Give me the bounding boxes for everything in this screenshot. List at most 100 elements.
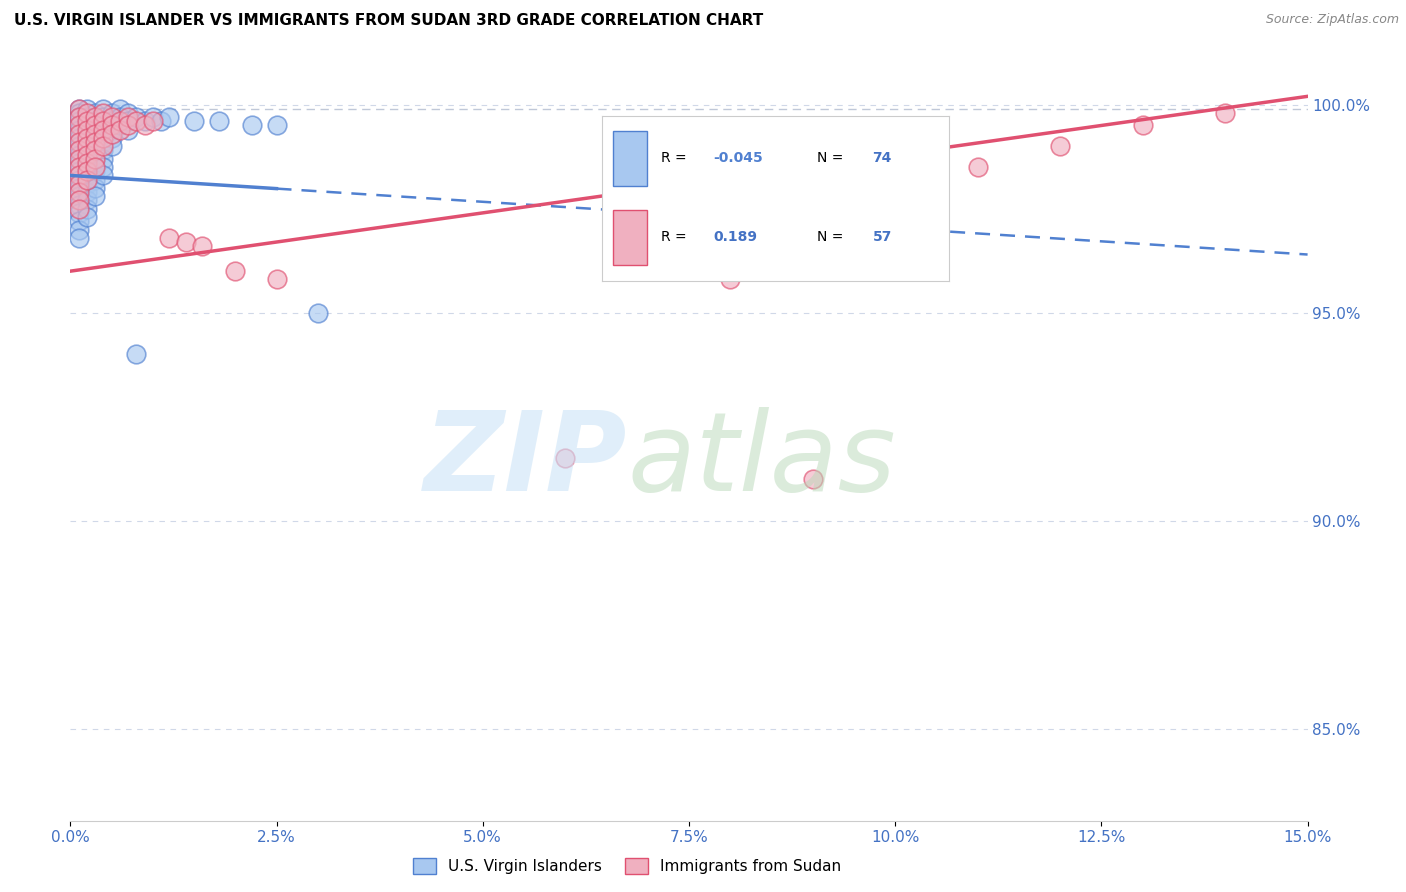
- Point: [76, 119, 98, 133]
- Point: [67, 110, 90, 124]
- Point: [125, 114, 148, 128]
- Point: [84, 122, 107, 136]
- Point: [100, 110, 122, 124]
- Text: ZIP: ZIP: [423, 408, 627, 515]
- Point: [76, 135, 98, 149]
- Point: [142, 110, 165, 124]
- Point: [307, 306, 329, 320]
- Point: [76, 127, 98, 141]
- Point: [76, 169, 98, 183]
- Point: [67, 122, 90, 136]
- Point: [67, 102, 90, 116]
- Point: [150, 114, 173, 128]
- Point: [91, 135, 114, 149]
- Point: [76, 185, 98, 199]
- Point: [84, 119, 107, 133]
- Point: [76, 172, 98, 186]
- Point: [208, 114, 231, 128]
- Point: [76, 156, 98, 170]
- Point: [76, 110, 98, 124]
- Point: [125, 347, 148, 361]
- Point: [67, 164, 90, 178]
- Point: [67, 114, 90, 128]
- Point: [108, 110, 131, 124]
- Point: [191, 239, 214, 253]
- Point: [67, 222, 90, 236]
- Point: [76, 177, 98, 191]
- Point: [76, 144, 98, 158]
- Point: [925, 181, 948, 195]
- Point: [174, 235, 197, 249]
- Point: [67, 177, 90, 191]
- Point: [117, 114, 139, 128]
- Point: [91, 106, 114, 120]
- Point: [67, 197, 90, 211]
- Point: [108, 122, 131, 136]
- Point: [157, 231, 180, 245]
- Point: [100, 114, 122, 128]
- Point: [183, 114, 205, 128]
- Point: [91, 160, 114, 174]
- Point: [91, 122, 114, 136]
- Point: [91, 152, 114, 166]
- Point: [117, 122, 139, 136]
- Point: [76, 102, 98, 116]
- Point: [67, 127, 90, 141]
- Point: [67, 131, 90, 145]
- Text: Source: ZipAtlas.com: Source: ZipAtlas.com: [1265, 13, 1399, 27]
- Point: [100, 131, 122, 145]
- Point: [76, 194, 98, 208]
- Point: [67, 172, 90, 186]
- Point: [67, 110, 90, 124]
- Point: [76, 202, 98, 216]
- Point: [84, 181, 107, 195]
- Point: [76, 122, 98, 136]
- Point: [224, 264, 246, 278]
- Point: [67, 206, 90, 220]
- Point: [125, 110, 148, 124]
- Point: [134, 114, 156, 128]
- Point: [67, 135, 90, 149]
- Point: [76, 152, 98, 166]
- Point: [84, 156, 107, 170]
- Point: [142, 114, 165, 128]
- Point: [117, 110, 139, 124]
- Point: [67, 156, 90, 170]
- Point: [67, 214, 90, 228]
- Point: [108, 114, 131, 128]
- Point: [100, 127, 122, 141]
- Point: [67, 231, 90, 245]
- Point: [134, 119, 156, 133]
- Point: [76, 160, 98, 174]
- Point: [67, 181, 90, 195]
- Point: [76, 131, 98, 145]
- Point: [67, 119, 90, 133]
- Point: [157, 110, 180, 124]
- Point: [91, 144, 114, 158]
- Point: [1213, 106, 1236, 120]
- Point: [108, 102, 131, 116]
- Point: [67, 169, 90, 183]
- Point: [100, 119, 122, 133]
- Point: [76, 210, 98, 224]
- Text: atlas: atlas: [627, 408, 896, 515]
- Point: [91, 102, 114, 116]
- Point: [100, 122, 122, 136]
- Point: [67, 160, 90, 174]
- Point: [67, 102, 90, 116]
- Point: [84, 164, 107, 178]
- Point: [1049, 139, 1071, 153]
- Point: [718, 272, 741, 286]
- Point: [67, 139, 90, 153]
- Point: [84, 189, 107, 203]
- Point: [84, 139, 107, 153]
- Point: [84, 131, 107, 145]
- Point: [100, 106, 122, 120]
- Point: [117, 106, 139, 120]
- Point: [67, 147, 90, 161]
- Point: [67, 106, 90, 120]
- Point: [266, 272, 288, 286]
- Point: [117, 119, 139, 133]
- Point: [100, 139, 122, 153]
- Point: [67, 202, 90, 216]
